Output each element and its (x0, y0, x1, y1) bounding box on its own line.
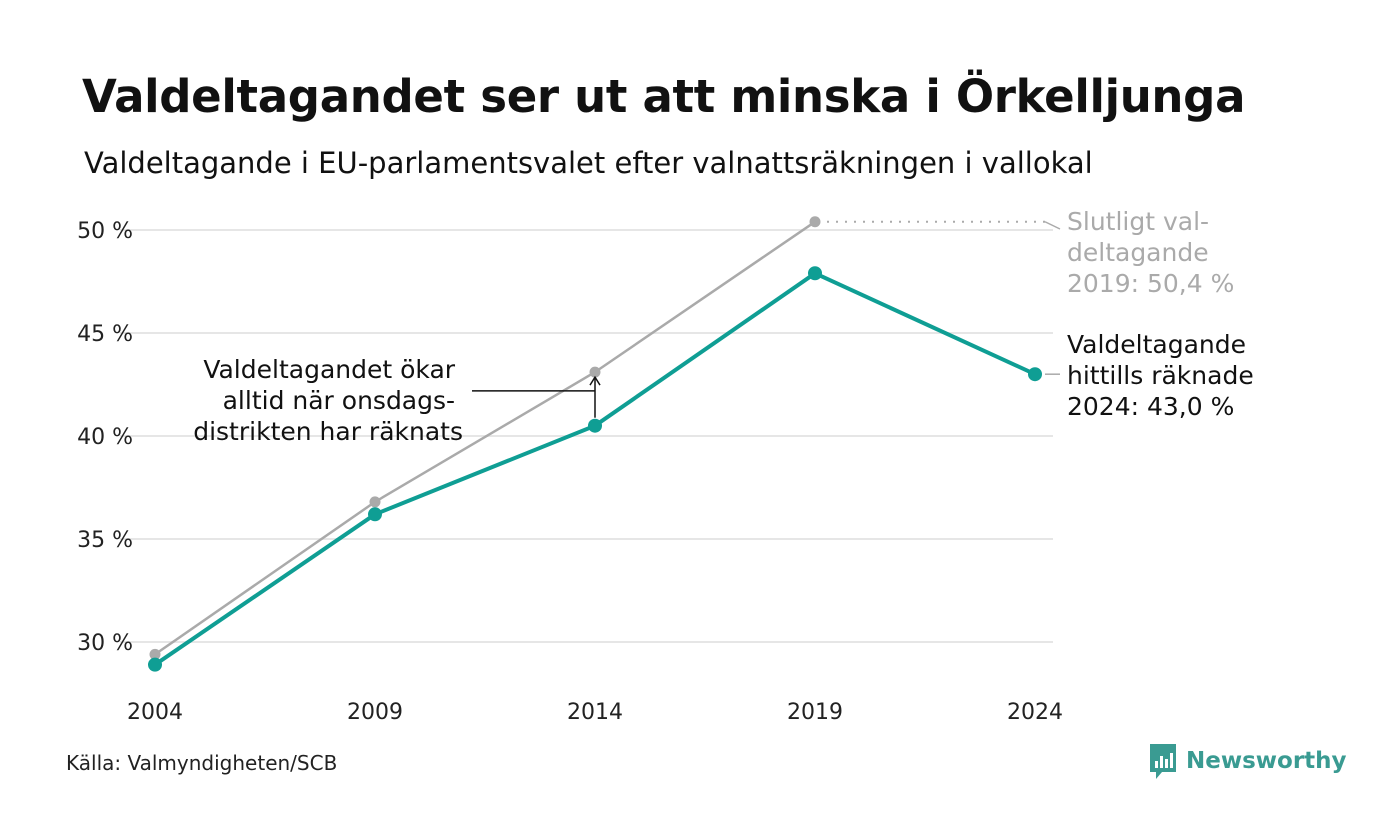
y-axis-ticks: 30 % 35 % 40 % 45 % 50 % (77, 219, 133, 656)
x-tick-label-2004: 2004 (127, 700, 183, 725)
point-counted-2004 (148, 657, 162, 672)
x-tick-label-2014: 2014 (567, 700, 623, 725)
y-tick-label-50: 50 % (77, 219, 133, 244)
note-line-3: distrikten har räknats (193, 417, 463, 446)
brand-name: Newsworthy (1186, 748, 1347, 774)
newsworthy-logo-icon (1150, 744, 1176, 779)
x-axis-ticks: 2004 2009 2014 2019 2024 (127, 700, 1063, 725)
note-arrow-head (589, 375, 601, 386)
x-tick-label-2019: 2019 (787, 700, 843, 725)
counted-label-line-3: 2024: 43,0 % (1067, 392, 1234, 421)
point-final-2014 (589, 366, 601, 378)
x-tick-label-2024: 2024 (1007, 700, 1063, 725)
point-final-2004 (149, 648, 161, 660)
series-line-final (154, 220, 816, 656)
y-tick-label-30: 30 % (77, 631, 133, 656)
final-label-line-2: deltagande (1067, 238, 1209, 267)
point-counted-2019 (808, 266, 822, 281)
counted-label-annotation: Valdeltagande hittills räknade 2024: 43,… (1067, 330, 1262, 421)
note-line-1: Valdeltagandet ökar (203, 355, 455, 384)
chart-subtitle: Valdeltagande i EU-parlamentsvalet efter… (84, 146, 1093, 180)
note-line-2: alltid när onsdags- (223, 386, 455, 415)
point-counted-2009 (368, 507, 382, 522)
source-note: Källa: Valmyndigheten/SCB (66, 751, 338, 775)
point-counted-2024 (1028, 367, 1042, 382)
final-label-line-1: Slutligt val- (1067, 207, 1209, 236)
counted-label-line-2: hittills räknade (1067, 361, 1254, 390)
chart-title: Valdeltagandet ser ut att minska i Örkel… (82, 70, 1246, 123)
final-label-annotation: Slutligt val- deltagande 2019: 50,4 % (1067, 207, 1234, 298)
point-final-2019 (809, 216, 821, 228)
series-points-counted (148, 266, 1042, 672)
newsworthy-logo: Newsworthy (1148, 742, 1347, 780)
final-label-connector (1044, 221, 1061, 230)
y-tick-label-40: 40 % (77, 425, 133, 450)
final-label-line-3: 2019: 50,4 % (1067, 269, 1234, 298)
point-counted-2014 (588, 418, 602, 433)
grid-lines (120, 229, 1053, 643)
y-tick-label-35: 35 % (77, 528, 133, 553)
y-tick-label-45: 45 % (77, 322, 133, 347)
series-points-final (149, 216, 821, 660)
point-final-2009 (369, 496, 381, 508)
counted-label-line-1: Valdeltagande (1067, 330, 1246, 359)
x-tick-label-2009: 2009 (347, 700, 403, 725)
note-annotation: Valdeltagandet ökar alltid när onsdags- … (193, 355, 463, 446)
